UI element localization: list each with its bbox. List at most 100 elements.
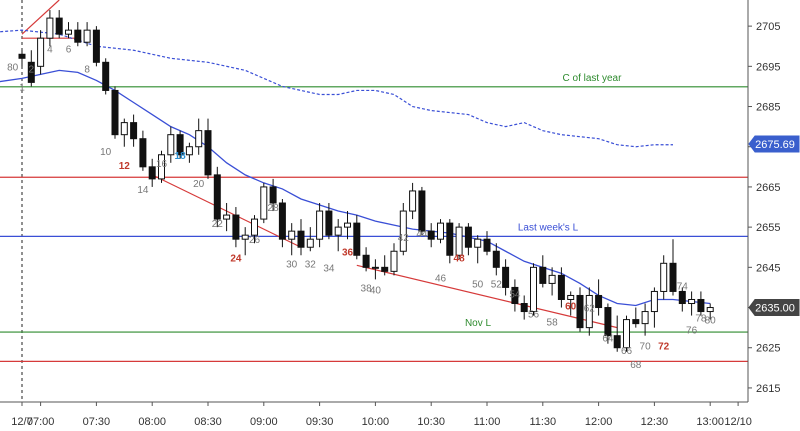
candle bbox=[185, 142, 193, 163]
candle-body bbox=[576, 294, 584, 329]
bar-number-label: 70 bbox=[640, 342, 652, 353]
y-tick-label: 2685 bbox=[756, 102, 780, 114]
candle-body bbox=[18, 53, 26, 59]
candle bbox=[176, 130, 184, 159]
candle-body bbox=[27, 61, 35, 83]
y-tick-label: 2625 bbox=[756, 343, 780, 355]
candle-body bbox=[353, 222, 361, 256]
candle bbox=[139, 130, 147, 171]
candle bbox=[381, 255, 389, 276]
candle bbox=[204, 118, 212, 179]
candle-body bbox=[204, 130, 212, 176]
candle bbox=[585, 287, 593, 336]
x-tick-label: 11:00 bbox=[474, 416, 501, 428]
bar-number-label: 66 bbox=[621, 346, 633, 357]
candle bbox=[418, 186, 426, 236]
candle bbox=[557, 267, 565, 308]
candle-body bbox=[502, 266, 510, 288]
bar-number-label: 80 bbox=[7, 62, 19, 73]
candle-body bbox=[390, 250, 398, 272]
candle bbox=[492, 243, 500, 276]
bar-number-label: 36 bbox=[342, 247, 354, 258]
bar-number-label: 18 bbox=[175, 151, 187, 162]
candle-body bbox=[623, 319, 630, 349]
bar-number-label: 56 bbox=[528, 310, 540, 321]
candle bbox=[371, 259, 379, 280]
candle-body bbox=[678, 290, 686, 305]
candle-body bbox=[381, 266, 389, 272]
candle-body bbox=[223, 214, 231, 220]
candle-body bbox=[288, 230, 296, 240]
candle bbox=[325, 203, 333, 240]
candle-body bbox=[697, 298, 705, 313]
candle-body bbox=[650, 290, 658, 313]
y-tick-label: 2645 bbox=[756, 262, 780, 274]
candle bbox=[520, 295, 528, 320]
candle bbox=[595, 279, 603, 316]
dotted-average-line bbox=[0, 29, 673, 148]
candle-body bbox=[399, 210, 407, 252]
bar-number-label: 32 bbox=[305, 259, 317, 270]
candle-body bbox=[297, 230, 305, 248]
bar-number-label: 78 bbox=[695, 314, 707, 325]
candle-body bbox=[260, 186, 268, 220]
bar-number-label: 6 bbox=[66, 44, 72, 55]
bar-number-label: 24 bbox=[230, 253, 242, 264]
candle-body bbox=[130, 122, 138, 140]
y-tick-label: 2705 bbox=[756, 21, 780, 33]
candle bbox=[55, 10, 63, 39]
bar-number-label: 10 bbox=[100, 147, 112, 158]
candle bbox=[269, 178, 277, 212]
candle bbox=[623, 315, 630, 352]
level-label: C of last year bbox=[563, 73, 623, 84]
bar-number-label: 12 bbox=[119, 161, 131, 172]
candle bbox=[120, 118, 128, 147]
price-readout: 2675.69 bbox=[748, 135, 800, 153]
bar-number-label: 2 bbox=[29, 64, 35, 75]
candle bbox=[502, 259, 510, 296]
candle bbox=[464, 223, 472, 256]
x-tick-label: 12:00 bbox=[585, 416, 613, 428]
x-tick-label: 09:00 bbox=[250, 416, 278, 428]
candle-body bbox=[148, 166, 156, 180]
candle bbox=[27, 50, 35, 87]
candle-body bbox=[371, 266, 379, 269]
candle-body bbox=[232, 214, 240, 240]
candle-body bbox=[474, 238, 482, 248]
candle-body bbox=[92, 29, 100, 63]
x-tick-label: 10:00 bbox=[362, 416, 390, 428]
bar-number-label: 30 bbox=[286, 259, 298, 270]
x-tick-label: 10:30 bbox=[417, 416, 445, 428]
candle-body bbox=[74, 29, 82, 43]
trend-line bbox=[356, 264, 618, 329]
candle-body bbox=[418, 190, 426, 232]
candle bbox=[390, 243, 398, 276]
candle bbox=[316, 203, 324, 248]
candle-body bbox=[344, 222, 351, 228]
candle bbox=[74, 22, 82, 47]
candle bbox=[548, 267, 556, 296]
bar-number-label: 14 bbox=[137, 185, 149, 196]
candle bbox=[18, 50, 26, 67]
level-label: Nov L bbox=[465, 318, 492, 329]
candle-body bbox=[195, 130, 203, 148]
candle bbox=[297, 219, 305, 256]
candle bbox=[669, 239, 677, 296]
x-tick-label: 12/10 bbox=[724, 416, 752, 428]
candle-body bbox=[241, 234, 249, 240]
y-tick-label: 2695 bbox=[756, 61, 780, 73]
bar-number-label: 42 bbox=[398, 233, 410, 244]
candle bbox=[288, 223, 296, 256]
bar-number-label: 50 bbox=[472, 279, 484, 290]
candle bbox=[660, 255, 668, 300]
candle bbox=[65, 22, 72, 39]
candle-body bbox=[65, 29, 72, 35]
candle-body bbox=[706, 307, 714, 313]
candle bbox=[83, 22, 91, 47]
x-tick-label: 12/7 bbox=[11, 416, 32, 428]
bar-number-label: 34 bbox=[323, 263, 335, 274]
candle bbox=[641, 303, 649, 336]
candle-body bbox=[83, 29, 91, 43]
bar-number-label: 48 bbox=[454, 253, 466, 264]
